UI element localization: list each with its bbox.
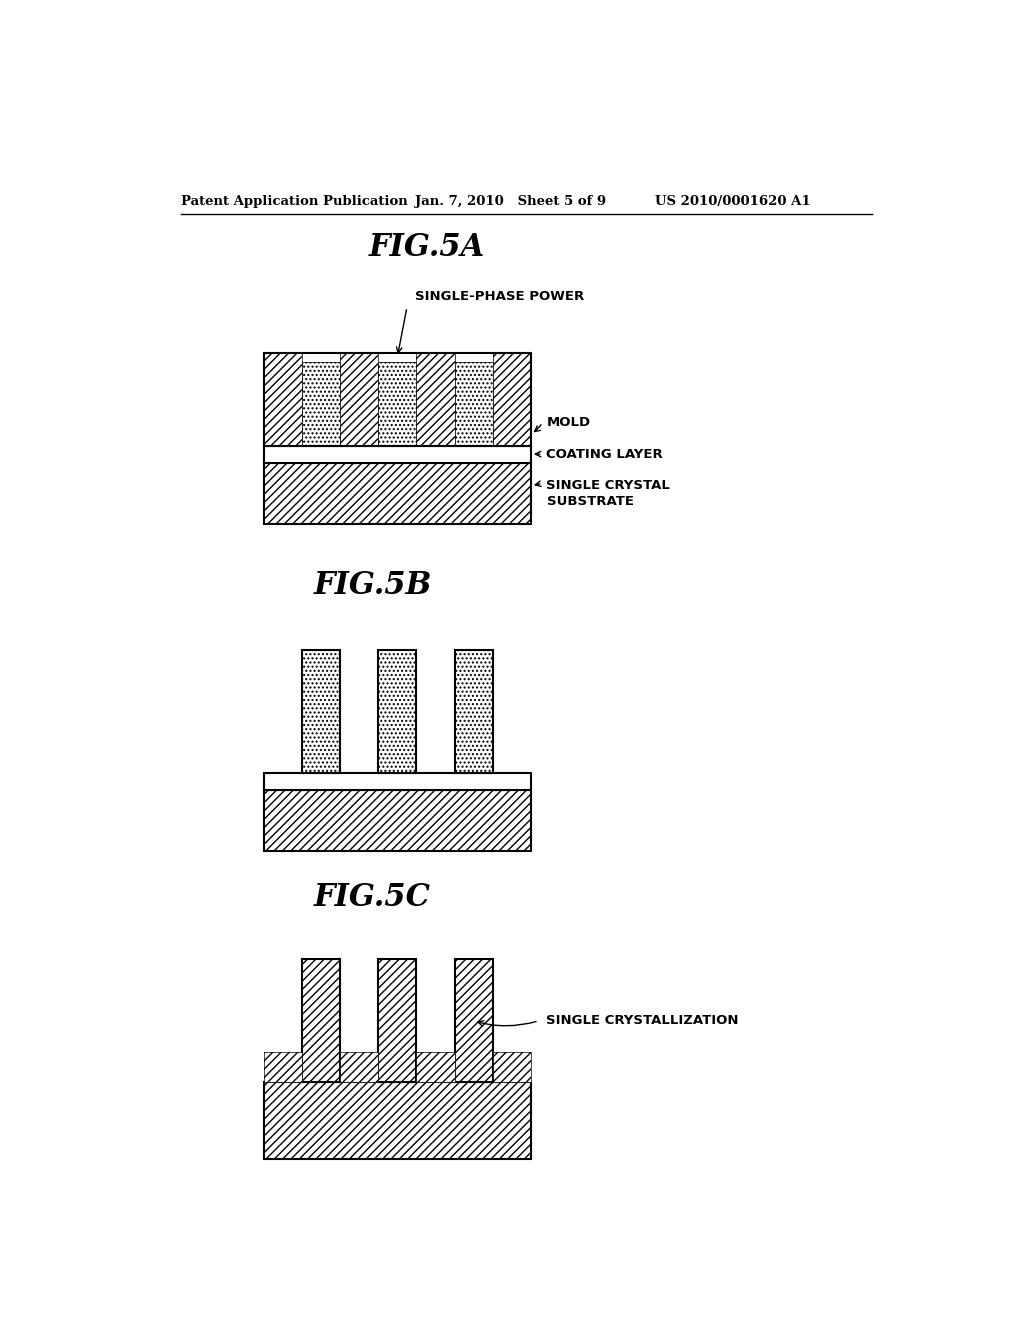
Text: FIG.5C: FIG.5C [314,882,431,913]
Text: COATING LAYER: COATING LAYER [547,447,664,461]
Bar [378,649,417,774]
Bar [263,789,531,851]
Text: Jan. 7, 2010   Sheet 5 of 9: Jan. 7, 2010 Sheet 5 of 9 [415,195,606,209]
Text: US 2010/0001620 A1: US 2010/0001620 A1 [655,195,811,209]
Bar [263,789,531,851]
Text: Patent Application Publication: Patent Application Publication [180,195,408,209]
Bar [455,960,493,1082]
Bar [455,960,493,1082]
Bar [455,363,493,446]
Bar [302,649,340,774]
Bar [263,354,531,446]
Bar [417,1052,455,1082]
Text: SINGLE CRYSTALLIZATION: SINGLE CRYSTALLIZATION [547,1014,739,1027]
Bar [455,649,493,774]
Bar [263,1052,302,1082]
Bar [378,960,417,1082]
Bar [263,1082,531,1159]
Bar [302,960,340,1082]
Bar [378,960,417,1082]
Bar [340,354,378,446]
Bar [455,649,493,774]
Text: FIG.5A: FIG.5A [369,231,484,263]
Text: MOLD: MOLD [547,416,591,429]
Bar [378,363,417,446]
Text: FIG.5B: FIG.5B [314,570,432,602]
Bar [417,354,455,446]
Bar [378,649,417,774]
Bar [263,354,302,446]
Bar [263,462,531,524]
Bar [263,774,531,789]
Bar [417,1052,455,1082]
Bar [417,354,455,446]
Bar [340,1052,378,1082]
Bar [493,354,531,446]
Bar [493,1052,531,1082]
Bar [263,446,531,462]
Bar [302,960,340,1082]
Bar [493,1052,531,1082]
Bar [263,774,531,789]
Bar [302,649,340,774]
Text: SINGLE-PHASE POWER: SINGLE-PHASE POWER [415,290,584,304]
Bar [340,354,378,446]
Bar [263,354,302,446]
Bar [263,446,531,462]
Bar [493,354,531,446]
Bar [378,363,417,446]
Bar [302,363,340,446]
Bar [340,1052,378,1082]
Bar [302,363,340,446]
Bar [263,1052,302,1082]
Bar [263,462,531,524]
Bar [263,1082,531,1159]
Bar [455,363,493,446]
Text: SINGLE CRYSTAL
SUBSTRATE: SINGLE CRYSTAL SUBSTRATE [547,479,671,508]
